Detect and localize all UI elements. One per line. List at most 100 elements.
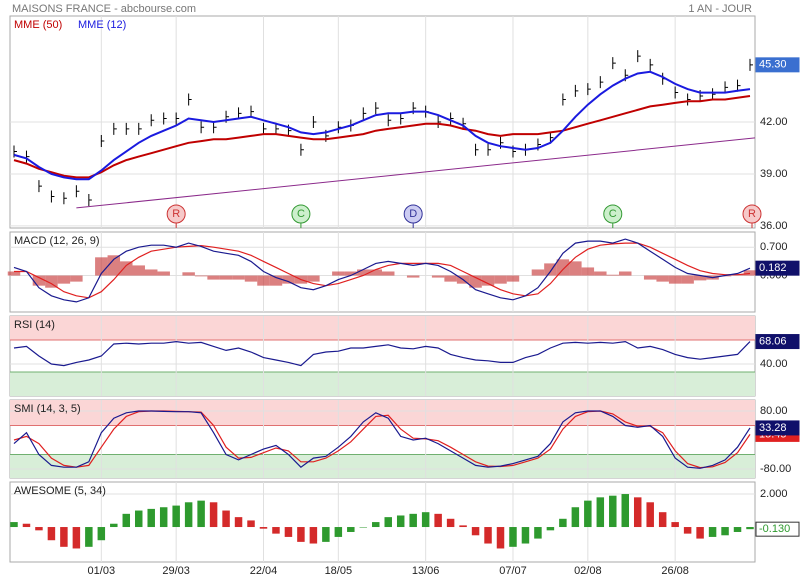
- last-value-box: [755, 260, 800, 276]
- histogram-bar: [45, 275, 58, 288]
- last-value-box: [755, 334, 800, 350]
- trendline: [76, 137, 756, 209]
- chart-title: MAISONS FRANCE - abcbourse.com: [12, 3, 196, 15]
- bar: [72, 527, 81, 549]
- price-bar: [275, 122, 279, 135]
- histogram-bar: [132, 265, 145, 276]
- price-bar: [25, 150, 30, 163]
- histogram-bar: [232, 275, 245, 280]
- bar: [683, 527, 692, 534]
- histogram-bar: [556, 259, 570, 276]
- bar: [110, 523, 118, 528]
- bar: [396, 515, 405, 528]
- histogram-bar: [269, 275, 283, 286]
- bar: [609, 495, 617, 528]
- bar: [147, 508, 155, 528]
- histogram-bar: [282, 275, 295, 284]
- price-bar: [387, 114, 392, 127]
- y-tick-label: 36.00: [760, 220, 788, 232]
- last-value-label: 33.28: [759, 422, 787, 434]
- price-bar: [462, 117, 467, 130]
- bar: [135, 510, 143, 528]
- bar: [284, 527, 293, 537]
- price-bar: [712, 88, 716, 101]
- histogram-bar: [743, 270, 757, 276]
- y-tick-label: 42.00: [760, 116, 788, 128]
- histogram-bar: [157, 271, 170, 276]
- bar: [596, 497, 605, 528]
- histogram-bar: [307, 275, 320, 282]
- bar: [571, 507, 580, 528]
- histogram-bar: [182, 272, 195, 276]
- bar: [159, 507, 168, 528]
- histogram-bar: [606, 274, 620, 276]
- bar: [97, 527, 106, 541]
- overbought-band: [10, 316, 755, 340]
- price-bar: [50, 190, 55, 203]
- signal-label: R: [172, 208, 180, 220]
- price-bar: [262, 122, 267, 135]
- bar: [334, 527, 343, 537]
- histogram-bar: [194, 275, 208, 277]
- y-tick-label: 2.000: [760, 488, 788, 500]
- price-bar: [125, 122, 130, 135]
- bar: [222, 510, 230, 528]
- x-tick-label: 22/04: [250, 565, 278, 577]
- price-bar: [487, 143, 492, 156]
- bar: [484, 527, 492, 544]
- signal-label: R: [748, 208, 756, 220]
- price-bar: [38, 180, 42, 193]
- panel-label: SMI (14, 3, 5): [14, 403, 81, 415]
- histogram-bar: [32, 275, 46, 286]
- bar: [22, 523, 31, 528]
- histogram-bar: [219, 275, 233, 280]
- histogram-bar: [531, 269, 545, 276]
- histogram-bar: [107, 255, 121, 276]
- bar: [122, 513, 131, 528]
- legend-entry: MME (50): [14, 19, 62, 31]
- price-bar: [138, 122, 142, 135]
- bar: [259, 527, 268, 529]
- bar: [733, 527, 742, 532]
- bar: [658, 512, 667, 528]
- series-line: [13, 340, 751, 367]
- price-bar: [612, 57, 616, 70]
- oversold-band: [10, 372, 755, 396]
- price-bar: [163, 112, 167, 125]
- bar: [746, 527, 754, 530]
- bar: [384, 517, 392, 528]
- price-bar: [113, 122, 117, 135]
- histogram-bar: [594, 271, 607, 276]
- bar: [247, 520, 255, 528]
- legend-entry: MME (12): [78, 19, 126, 31]
- histogram-bar: [506, 275, 520, 282]
- bar: [372, 522, 380, 528]
- bar: [359, 527, 368, 528]
- price-bar: [437, 116, 442, 128]
- period: 1 AN - JOUR: [688, 3, 752, 15]
- panel-label: RSI (14): [14, 319, 55, 331]
- histogram-bar: [207, 275, 220, 280]
- series-line: [13, 238, 751, 303]
- bar: [671, 522, 679, 528]
- last-value-label: 68.06: [759, 335, 787, 347]
- histogram-bar: [643, 275, 657, 280]
- bar: [421, 512, 430, 528]
- bar: [708, 527, 717, 537]
- y-tick-label: 0.700: [760, 241, 788, 253]
- price-bar: [150, 114, 155, 127]
- histogram-bar: [581, 267, 595, 276]
- oversold-band: [10, 454, 755, 478]
- price-bar: [724, 81, 729, 94]
- bar: [309, 527, 318, 544]
- histogram-bar: [369, 269, 382, 276]
- bar: [184, 502, 193, 528]
- bar: [546, 527, 555, 531]
- histogram-bar: [95, 257, 108, 276]
- histogram-bar: [357, 269, 370, 276]
- panel: [9, 481, 756, 563]
- price-bar: [587, 83, 591, 96]
- bar: [297, 527, 305, 542]
- bar: [584, 500, 592, 528]
